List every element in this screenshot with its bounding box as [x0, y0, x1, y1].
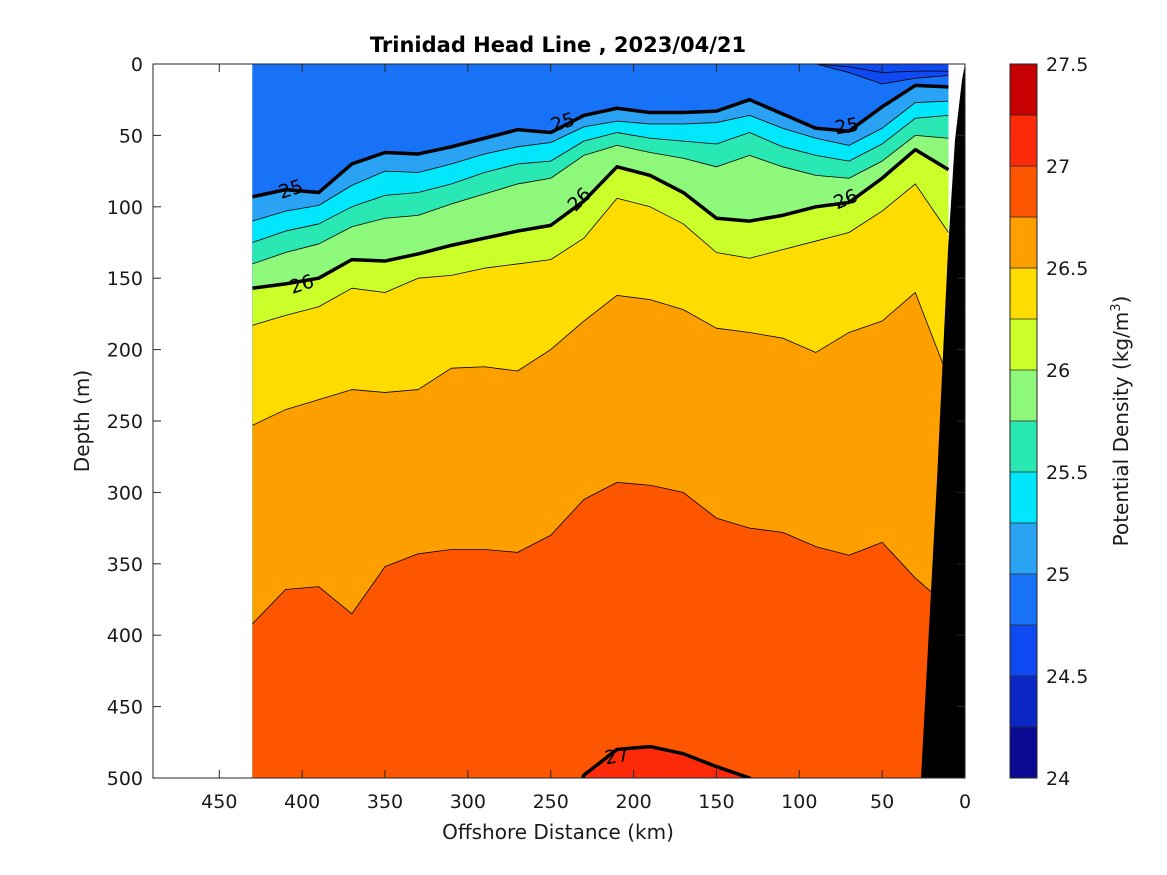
colorbar-label-end: )	[1109, 296, 1133, 304]
x-tick-label: 150	[698, 791, 734, 813]
x-tick-label: 400	[284, 791, 320, 813]
colorbar-frame	[1009, 63, 1038, 779]
colorbar-swatch	[1010, 64, 1037, 116]
x-tick-label: 100	[781, 791, 817, 813]
colorbar-swatch	[1010, 472, 1037, 524]
density-band-26.75	[252, 482, 949, 778]
isopycnal-line-26.25	[252, 183, 949, 326]
y-tick-label: 400	[107, 625, 143, 647]
colorbar-swatch	[1010, 268, 1037, 320]
colorbar-label-superscript: 3	[1109, 303, 1124, 311]
y-tick-label: 0	[131, 54, 143, 76]
colorbar-swatch	[1010, 319, 1037, 371]
y-tick-label: 300	[107, 482, 143, 504]
colorbar-tick-label: 24.5	[1046, 666, 1088, 688]
x-tick-label: 450	[201, 791, 237, 813]
y-tick-label: 450	[107, 697, 143, 719]
colorbar-swatch	[1010, 421, 1037, 473]
x-tick-label: 250	[533, 791, 569, 813]
seafloor-bathymetry	[921, 64, 965, 778]
isopycnal-line-26.5	[252, 292, 949, 426]
y-tick-label: 350	[107, 554, 143, 576]
colorbar-tick-label: 26	[1046, 360, 1070, 382]
colorbar-label: Potential Density (kg/m3)	[1109, 296, 1133, 547]
isopycnal-line-25.25	[252, 100, 949, 222]
x-tick-label: 200	[615, 791, 651, 813]
y-tick-label: 500	[107, 768, 143, 790]
colorbar-swatch	[1010, 727, 1037, 779]
contour-label: 25	[833, 114, 861, 140]
density-band-27	[582, 746, 750, 778]
colorbar-swatch	[1010, 574, 1037, 626]
colorbar-tick-label: 24	[1046, 768, 1070, 790]
y-axis: 0 50 100 150 200 250 300 350 400 450 500	[107, 54, 965, 790]
x-tick-label: 350	[367, 791, 403, 813]
x-tick-label: 0	[959, 791, 971, 813]
x-axis: 450 400 350 300 250 200 150 100 50 0	[201, 64, 971, 813]
density-contour-fills	[252, 64, 949, 778]
isopycnal-line-27	[580, 744, 752, 778]
chart-title: Trinidad Head Line , 2023/04/21	[370, 33, 746, 57]
colorbar-tick-label: 27.5	[1046, 54, 1088, 76]
isopycnal-line-24.5	[252, 64, 949, 73]
x-tick-label: 300	[450, 791, 486, 813]
y-tick-label: 200	[107, 340, 143, 362]
density-contour-lines	[252, 64, 950, 778]
colorbar-swatch	[1010, 115, 1037, 167]
y-tick-label: 100	[107, 197, 143, 219]
colorbar-swatch	[1010, 166, 1037, 218]
isopycnal-line-25.5	[252, 115, 949, 243]
colorbar-swatch	[1010, 217, 1037, 269]
colorbar-swatch	[1010, 625, 1037, 677]
colorbar-tick-label: 26.5	[1046, 258, 1088, 280]
y-tick-label: 50	[119, 125, 143, 147]
y-axis-label: Depth (m)	[70, 370, 94, 472]
colorbar-swatch	[1010, 523, 1037, 575]
colorbar-label-main: Potential Density (kg/m	[1109, 312, 1133, 547]
colorbar: 24 24.5 25 25.5 26 26.5 27 27.5	[1009, 54, 1088, 790]
contour-label: 27	[603, 744, 631, 770]
colorbar-swatch	[1010, 370, 1037, 422]
colorbar-swatch	[1010, 676, 1037, 728]
isopycnal-line-26.75	[252, 482, 949, 625]
isopycnal-line-26	[252, 147, 950, 290]
isopycnal-line-25.75	[252, 134, 949, 265]
colorbar-tick-label: 25	[1046, 564, 1070, 586]
x-axis-label: Offshore Distance (km)	[442, 820, 674, 844]
isopycnal-line-25	[252, 83, 949, 199]
colorbar-tick-label: 25.5	[1046, 462, 1088, 484]
y-tick-label: 250	[107, 411, 143, 433]
y-tick-label: 150	[107, 268, 143, 290]
x-tick-label: 50	[870, 791, 894, 813]
colorbar-tick-label: 27	[1046, 156, 1070, 178]
isopycnal-line-24.75	[252, 64, 949, 85]
